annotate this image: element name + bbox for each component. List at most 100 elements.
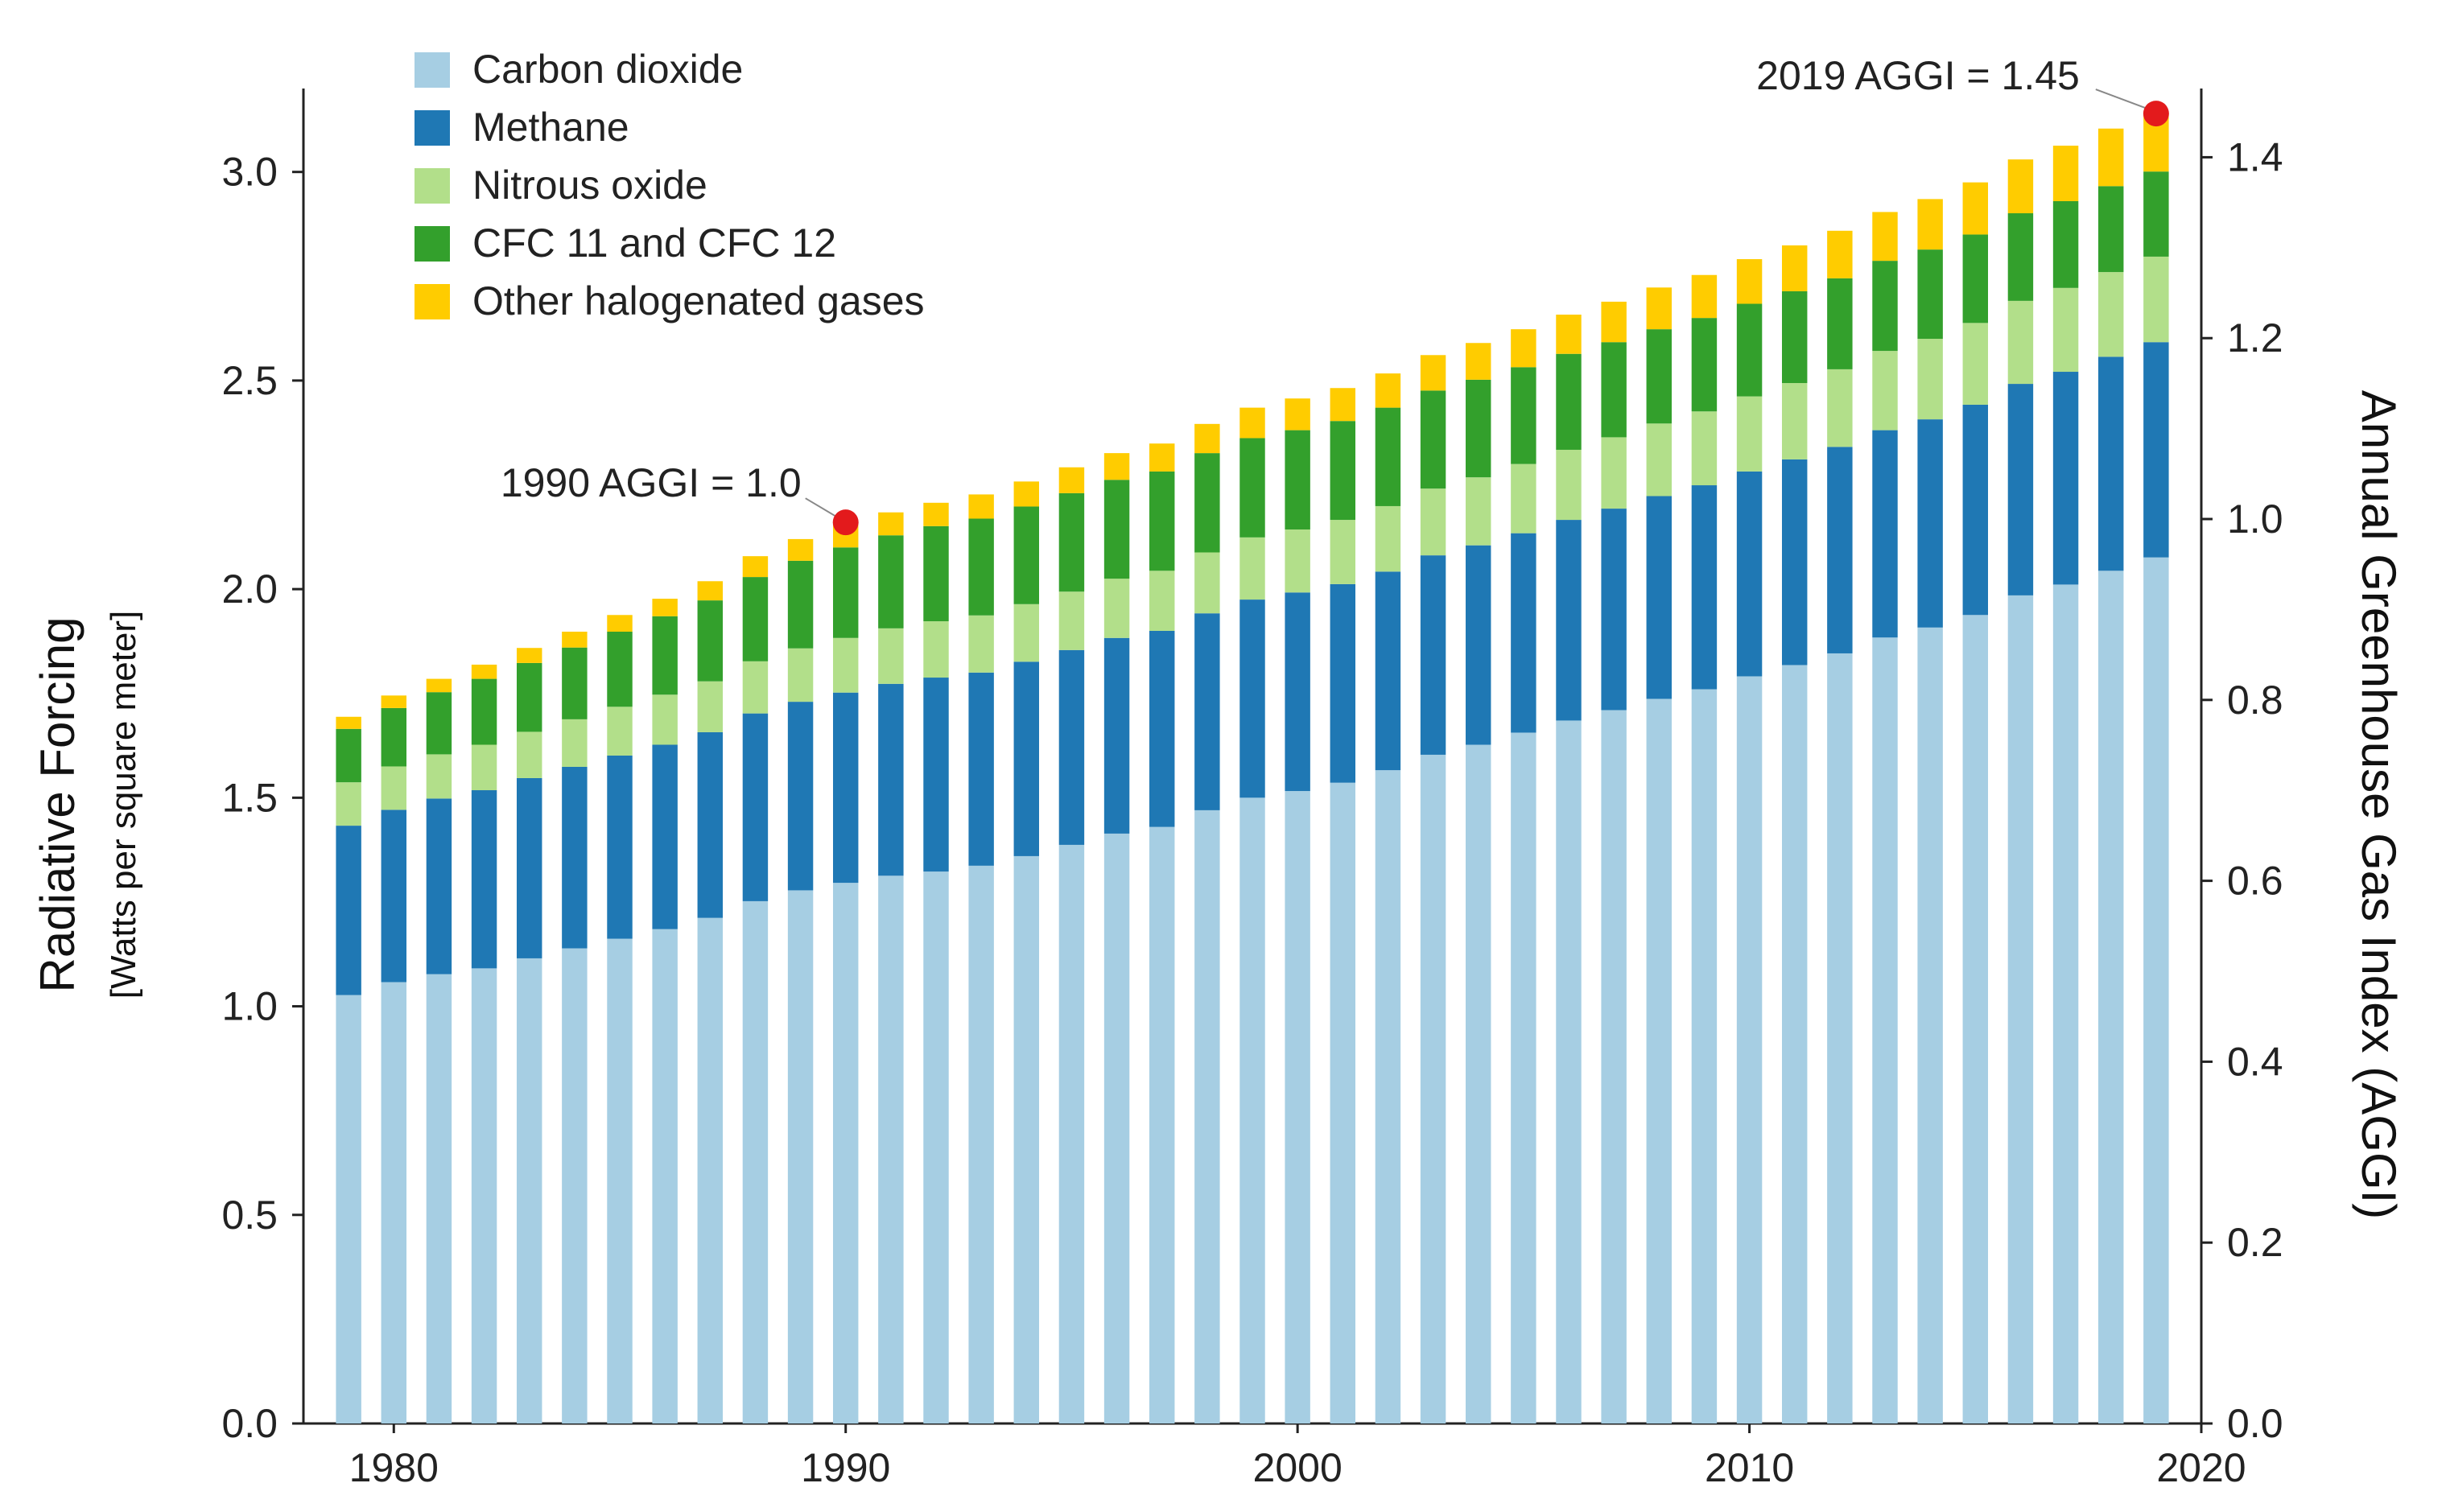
bar-2005-other-halogenated-gases bbox=[1511, 329, 1536, 368]
bar-2003-nitrous-oxide bbox=[1420, 488, 1446, 556]
bar-2019-methane bbox=[2143, 342, 2169, 558]
bar-2001-carbon-dioxide bbox=[1330, 782, 1356, 1423]
bar-2010-methane bbox=[1736, 471, 1763, 677]
bar-1993-other-halogenated-gases bbox=[968, 494, 994, 519]
bar-2000-carbon-dioxide bbox=[1285, 791, 1310, 1423]
bar-1996-nitrous-oxide bbox=[1103, 579, 1130, 638]
bar-1995-carbon-dioxide bbox=[1058, 844, 1085, 1423]
bar-2004-methane bbox=[1465, 545, 1491, 745]
y-axis-subtitle: [Watts per square meter] bbox=[104, 611, 143, 999]
bar-1991-carbon-dioxide bbox=[878, 875, 904, 1423]
bar-2017-other-halogenated-gases bbox=[2052, 146, 2079, 201]
bar-1980-cfc-11-and-cfc-12 bbox=[381, 707, 407, 767]
bar-1988-cfc-11-and-cfc-12 bbox=[742, 577, 769, 661]
bar-2001-other-halogenated-gases bbox=[1330, 388, 1356, 422]
bar-1989-nitrous-oxide bbox=[787, 648, 814, 702]
bar-2011-carbon-dioxide bbox=[1781, 665, 1808, 1423]
bar-1985-cfc-11-and-cfc-12 bbox=[607, 632, 633, 707]
bar-2016-other-halogenated-gases bbox=[2007, 159, 2034, 214]
bar-1985-other-halogenated-gases bbox=[607, 615, 633, 632]
bar-2016-carbon-dioxide bbox=[2007, 595, 2034, 1423]
bar-2019-carbon-dioxide bbox=[2143, 557, 2169, 1423]
bar-1989-methane bbox=[787, 702, 814, 891]
bar-1987-carbon-dioxide bbox=[697, 917, 724, 1423]
y-tick-label: 1.0 bbox=[221, 984, 278, 1029]
bar-2017-cfc-11-and-cfc-12 bbox=[2052, 200, 2079, 288]
bar-2012-other-halogenated-gases bbox=[1827, 230, 1853, 278]
bar-2013-cfc-11-and-cfc-12 bbox=[1872, 261, 1898, 352]
y-tick-label: 2.0 bbox=[221, 566, 278, 612]
y2-tick-label: 0.0 bbox=[2227, 1401, 2283, 1446]
bar-2004-other-halogenated-gases bbox=[1465, 343, 1491, 380]
bar-1994-cfc-11-and-cfc-12 bbox=[1013, 506, 1040, 604]
bar-2013-methane bbox=[1872, 430, 1898, 638]
bar-2016-cfc-11-and-cfc-12 bbox=[2007, 213, 2034, 301]
bar-2017-nitrous-oxide bbox=[2052, 287, 2079, 373]
bar-2010-nitrous-oxide bbox=[1736, 396, 1763, 472]
bar-2008-methane bbox=[1646, 496, 1673, 699]
bar-1994-nitrous-oxide bbox=[1013, 604, 1040, 662]
bar-1997-other-halogenated-gases bbox=[1149, 443, 1175, 472]
bar-1979-nitrous-oxide bbox=[336, 782, 361, 826]
bar-1981-carbon-dioxide bbox=[426, 974, 452, 1423]
bar-2014-nitrous-oxide bbox=[1917, 339, 1943, 420]
legend-swatch bbox=[415, 110, 450, 146]
bar-2015-other-halogenated-gases bbox=[1962, 182, 1989, 235]
bar-1992-cfc-11-and-cfc-12 bbox=[923, 525, 949, 622]
y2-tick-label: 0.6 bbox=[2227, 859, 2283, 904]
bar-1998-methane bbox=[1194, 613, 1220, 810]
bar-1979-methane bbox=[336, 826, 361, 995]
bar-1994-carbon-dioxide bbox=[1013, 855, 1040, 1423]
y-tick-label: 0.0 bbox=[221, 1401, 278, 1446]
bar-1993-carbon-dioxide bbox=[968, 865, 994, 1423]
bar-2007-methane bbox=[1601, 509, 1627, 711]
bar-2011-cfc-11-and-cfc-12 bbox=[1781, 290, 1808, 384]
bar-2014-cfc-11-and-cfc-12 bbox=[1917, 249, 1943, 340]
bar-2013-other-halogenated-gases bbox=[1872, 212, 1898, 262]
bar-2006-nitrous-oxide bbox=[1556, 449, 1582, 521]
bar-2009-cfc-11-and-cfc-12 bbox=[1691, 318, 1718, 412]
aggi-marker bbox=[2143, 101, 2169, 127]
bar-2001-nitrous-oxide bbox=[1330, 520, 1356, 584]
y-tick-label: 1.5 bbox=[221, 775, 278, 820]
bar-1994-methane bbox=[1013, 661, 1040, 856]
bar-2007-cfc-11-and-cfc-12 bbox=[1601, 342, 1627, 438]
bar-2005-cfc-11-and-cfc-12 bbox=[1511, 367, 1536, 464]
bar-1980-methane bbox=[381, 810, 407, 983]
x-tick-label: 2000 bbox=[1253, 1445, 1343, 1490]
bar-2008-carbon-dioxide bbox=[1646, 698, 1673, 1423]
legend-swatch bbox=[415, 284, 450, 319]
bar-1981-methane bbox=[426, 798, 452, 974]
bar-2018-methane bbox=[2097, 356, 2124, 571]
bar-1982-cfc-11-and-cfc-12 bbox=[471, 678, 497, 745]
bar-2002-nitrous-oxide bbox=[1375, 505, 1401, 572]
bar-2003-other-halogenated-gases bbox=[1420, 355, 1446, 391]
bar-2000-methane bbox=[1285, 592, 1310, 792]
bar-1985-nitrous-oxide bbox=[607, 707, 633, 756]
bar-2000-other-halogenated-gases bbox=[1285, 398, 1310, 431]
bar-1979-other-halogenated-gases bbox=[336, 716, 361, 729]
bar-1997-nitrous-oxide bbox=[1149, 571, 1175, 631]
bar-1982-methane bbox=[471, 790, 497, 969]
bar-1998-carbon-dioxide bbox=[1194, 810, 1220, 1423]
y2-tick-label: 0.2 bbox=[2227, 1220, 2283, 1265]
bar-1986-cfc-11-and-cfc-12 bbox=[652, 616, 678, 695]
bar-1992-methane bbox=[923, 678, 949, 872]
bar-1993-methane bbox=[968, 672, 994, 866]
annotation-leader bbox=[805, 497, 840, 520]
bar-2018-nitrous-oxide bbox=[2097, 272, 2124, 357]
bar-1995-nitrous-oxide bbox=[1058, 591, 1085, 650]
bar-2011-nitrous-oxide bbox=[1781, 383, 1808, 459]
bar-1988-carbon-dioxide bbox=[742, 900, 769, 1423]
bar-1991-other-halogenated-gases bbox=[878, 512, 904, 536]
bar-2009-carbon-dioxide bbox=[1691, 689, 1718, 1423]
bar-1995-cfc-11-and-cfc-12 bbox=[1058, 492, 1085, 592]
bar-2016-nitrous-oxide bbox=[2007, 300, 2034, 385]
y-tick-label: 2.5 bbox=[221, 358, 278, 403]
x-tick-label: 1980 bbox=[349, 1445, 439, 1490]
bar-1980-carbon-dioxide bbox=[381, 982, 407, 1423]
bar-1984-other-halogenated-gases bbox=[562, 632, 588, 648]
bar-1999-cfc-11-and-cfc-12 bbox=[1239, 438, 1265, 538]
bar-2010-carbon-dioxide bbox=[1736, 676, 1763, 1423]
legend-label: CFC 11 and CFC 12 bbox=[472, 220, 836, 266]
